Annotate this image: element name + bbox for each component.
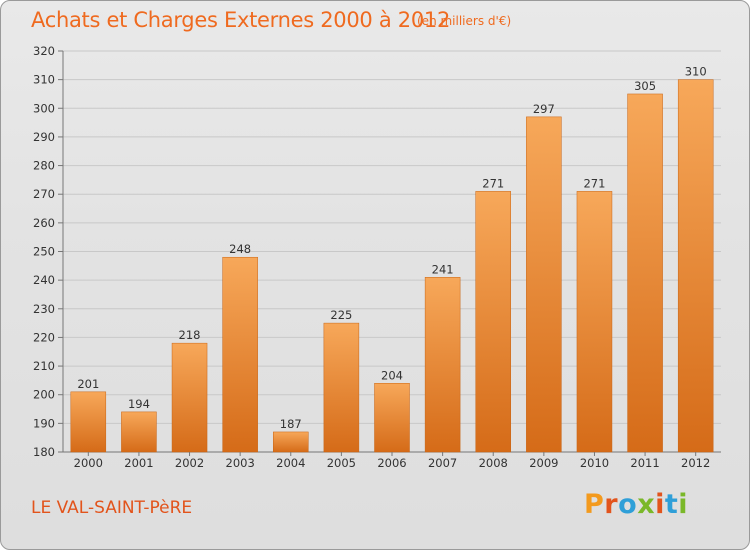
y-tick-label: 230 — [33, 302, 55, 316]
x-tick-label: 2002 — [175, 456, 204, 470]
logo-letter: P — [584, 489, 605, 520]
y-tick-label: 320 — [33, 44, 55, 58]
y-tick-label: 300 — [33, 101, 55, 115]
bar — [576, 191, 613, 453]
bar — [171, 342, 208, 453]
bar — [526, 116, 562, 453]
x-tick-label: 2003 — [226, 456, 255, 470]
y-tick-label: 290 — [33, 130, 55, 144]
bar-value-label: 194 — [128, 397, 150, 411]
bar-value-label: 241 — [432, 262, 454, 276]
logo-letter: i — [655, 489, 665, 520]
bar-value-label: 225 — [330, 308, 352, 322]
bar-value-label: 271 — [583, 176, 605, 190]
bar-value-label: 305 — [634, 79, 656, 93]
y-tick-label: 250 — [33, 245, 55, 259]
bar — [374, 383, 410, 453]
bar — [323, 322, 360, 453]
bar-value-label: 218 — [179, 328, 201, 342]
x-tick-label: 2005 — [327, 456, 356, 470]
bar-value-label: 201 — [77, 377, 99, 391]
bar — [475, 191, 511, 453]
y-tick-label: 240 — [33, 273, 55, 287]
x-tick-label: 2004 — [276, 456, 305, 470]
bar-value-label: 187 — [280, 417, 302, 431]
bar-value-label: 204 — [381, 368, 403, 382]
x-tick-label: 2007 — [428, 456, 457, 470]
x-tick-label: 2000 — [74, 456, 103, 470]
logo-letter: x — [637, 489, 656, 520]
proxiti-logo: Proxiti — [584, 489, 688, 520]
bar-value-label: 248 — [229, 242, 251, 256]
bar-value-label: 297 — [533, 102, 555, 116]
logo-letter: i — [678, 489, 689, 520]
y-tick-label: 190 — [33, 416, 55, 430]
bar-value-label: 271 — [482, 176, 504, 190]
bar — [70, 391, 107, 453]
x-tick-label: 2008 — [479, 456, 508, 470]
x-tick-label: 2001 — [124, 456, 153, 470]
bar — [121, 411, 157, 453]
y-tick-label: 200 — [33, 388, 55, 402]
logo-letter: o — [618, 489, 638, 520]
y-tick-label: 210 — [33, 359, 55, 373]
x-axis-labels: 2000 2001 2002 2003 2004 2005 2006 2007 2008 2009… — [74, 452, 710, 470]
x-tick-label: 2012 — [681, 456, 710, 470]
y-tick-label: 280 — [33, 159, 55, 173]
x-tick-label: 2006 — [377, 456, 406, 470]
y-tick-label: 270 — [33, 187, 55, 201]
bar — [677, 79, 714, 453]
bars: 201 194 218 248 187 225 204 241 271 297 271 305 310 — [70, 65, 714, 453]
y-tick-label: 310 — [33, 73, 55, 87]
y-tick-label: 180 — [33, 445, 55, 459]
x-tick-label: 2010 — [580, 456, 609, 470]
chart-unit: (en milliers d'€) — [417, 14, 512, 28]
bar — [627, 93, 663, 453]
bar-value-label: 310 — [685, 65, 707, 79]
bar — [222, 256, 258, 453]
y-tick-label: 220 — [33, 330, 55, 344]
logo-letter: r — [604, 489, 619, 520]
x-tick-label: 2011 — [630, 456, 659, 470]
logo-letter: t — [664, 489, 679, 520]
bar — [273, 431, 309, 453]
y-tick-label: 260 — [33, 216, 55, 230]
bar — [424, 277, 461, 453]
place-name: LE VAL-SAINT-PèRE — [31, 498, 193, 518]
x-tick-label: 2009 — [529, 456, 558, 470]
chart-title: Achats et Charges Externes 2000 à 2012 — [31, 8, 451, 32]
